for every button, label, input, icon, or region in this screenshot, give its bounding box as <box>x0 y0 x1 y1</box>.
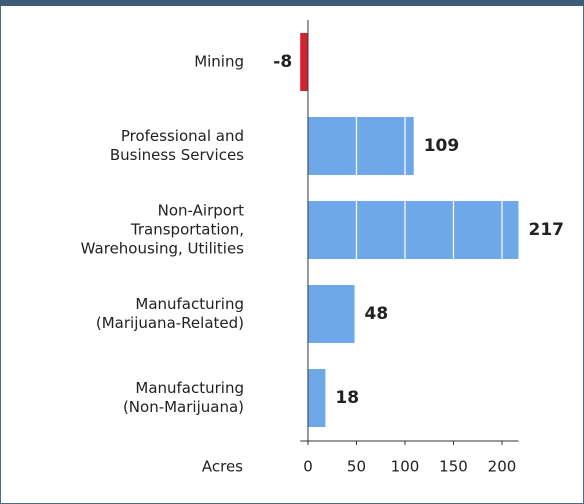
x-tick-label: 200 <box>488 458 517 476</box>
x-tick-label: 150 <box>439 458 468 476</box>
value-label: -8 <box>273 52 292 72</box>
value-label: 217 <box>529 220 565 240</box>
category-label: Non-Airport Transportation, Warehousing,… <box>80 201 244 258</box>
value-label: 109 <box>424 136 460 156</box>
value-label: 18 <box>335 388 359 408</box>
x-tick-label: 50 <box>347 458 366 476</box>
bar <box>307 201 519 259</box>
category-label: Mining <box>194 52 244 71</box>
bar <box>307 117 414 175</box>
x-tick-label: 0 <box>303 458 313 476</box>
category-label: Professional and Business Services <box>109 127 244 164</box>
header-bar <box>0 0 584 6</box>
bar <box>307 285 355 343</box>
x-tick-label: 100 <box>391 458 420 476</box>
x-axis-label: Acres <box>202 458 243 476</box>
bar <box>300 33 308 91</box>
category-label: Manufacturing (Marijuana-Related) <box>95 295 244 332</box>
category-label: Manufacturing (Non-Marijuana) <box>122 379 244 416</box>
value-label: 48 <box>365 304 389 324</box>
bar <box>307 369 326 427</box>
